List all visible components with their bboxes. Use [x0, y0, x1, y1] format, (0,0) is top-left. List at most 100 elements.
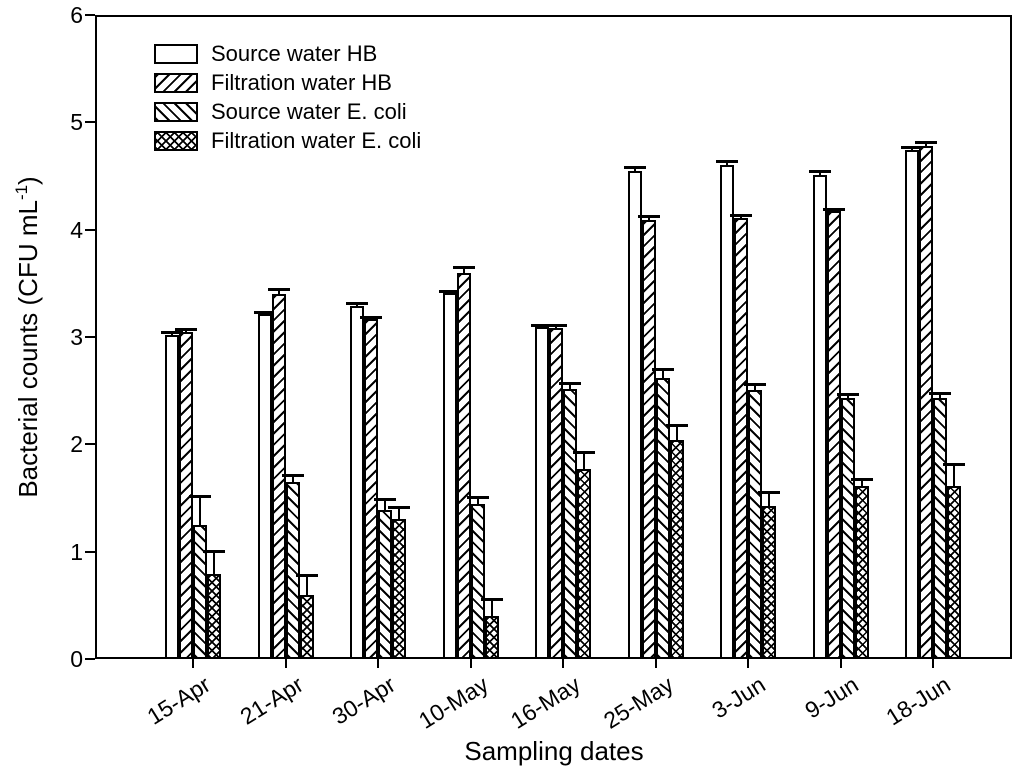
- error-bar-whisker: [953, 463, 955, 489]
- error-bar-cap: [559, 382, 581, 386]
- y-axis-tick-label: 5: [70, 109, 83, 136]
- error-bar-cap: [744, 383, 766, 387]
- legend-item-source-water-ecoli: Source water E. coli: [154, 101, 421, 123]
- error-bar-whisker: [661, 369, 664, 380]
- error-bar-whisker: [583, 451, 585, 472]
- error-bar-cap: [943, 462, 965, 466]
- x-axis-tick: [284, 659, 287, 668]
- legend-item-filtration-water-hb: Filtration water HB: [154, 72, 421, 94]
- error-bar-cap: [161, 330, 183, 334]
- legend: Source water HB Filtration water HB Sour…: [154, 41, 421, 152]
- bar-filtration-water-hb: [734, 217, 748, 659]
- bar-filtration-water-e-coli: [392, 519, 406, 659]
- error-bar-whisker: [754, 384, 756, 392]
- x-axis-tick: [562, 659, 564, 668]
- error-bar-whisker: [541, 325, 543, 330]
- bar-filtration-water-e-coli: [577, 469, 591, 659]
- error-bar-cap: [360, 315, 382, 319]
- error-bar-cap: [545, 324, 567, 328]
- bar-source-water-e-coli: [193, 524, 207, 659]
- error-bar-cap: [466, 495, 489, 499]
- y-axis-title: Bacterial counts (CFU mL-1): [12, 176, 44, 497]
- bar-source-water-e-coli: [655, 377, 670, 659]
- error-bar-cap: [651, 368, 674, 372]
- error-bar-cap: [822, 208, 845, 212]
- y-axis-tick: [85, 228, 95, 231]
- error-bar-cap: [915, 140, 937, 144]
- error-bar-cap: [573, 450, 595, 454]
- bar-filtration-water-hb: [456, 272, 471, 659]
- bar-filtration-water-e-coli: [207, 574, 221, 659]
- legend-swatch-diagonal-up-hatch-icon: [154, 73, 198, 93]
- error-bar-whisker: [675, 425, 678, 443]
- error-bar-cap: [175, 328, 197, 332]
- error-bar-whisker: [277, 288, 280, 297]
- error-bar-whisker: [305, 575, 308, 597]
- error-bar-whisker: [555, 325, 557, 331]
- x-axis-tick: [654, 659, 657, 668]
- y-axis-title-text: Bacterial counts (CFU mL: [12, 200, 43, 498]
- error-bar-cap: [929, 391, 951, 395]
- y-axis-tick: [85, 121, 95, 124]
- bar-filtration-water-hb: [364, 318, 378, 659]
- bar-source-water-e-coli: [933, 398, 947, 659]
- y-axis-tick: [85, 14, 95, 16]
- bar-filtration-water-e-coli: [484, 616, 499, 659]
- y-axis-tick-label: 0: [70, 646, 83, 672]
- legend-swatch-crosshatch-icon: [154, 131, 198, 151]
- bar-source-water-hb: [627, 170, 642, 659]
- error-bar-whisker: [448, 290, 451, 295]
- error-bar-whisker: [911, 147, 913, 153]
- error-bar-whisker: [939, 392, 941, 401]
- error-bar-whisker: [740, 214, 742, 220]
- error-bar-cap: [203, 549, 225, 553]
- error-bar-whisker: [476, 496, 479, 507]
- error-bar-whisker: [647, 215, 650, 222]
- error-bar-whisker: [398, 506, 400, 522]
- error-bar-cap: [295, 574, 318, 578]
- error-bar-whisker: [384, 499, 386, 512]
- error-bar-whisker: [291, 475, 294, 484]
- bar-filtration-water-e-coli: [854, 486, 869, 659]
- x-axis-tick: [469, 659, 472, 668]
- legend-label: Source water HB: [211, 41, 378, 66]
- error-bar-whisker: [846, 393, 849, 401]
- y-axis-tick: [85, 658, 95, 660]
- bar-filtration-water-e-coli: [299, 594, 314, 659]
- bar-source-water-e-coli: [563, 388, 577, 659]
- x-axis-title: Sampling dates: [464, 736, 644, 766]
- error-bar-whisker: [726, 160, 728, 168]
- y-axis-tick-label: 2: [70, 431, 83, 458]
- x-axis-tick: [932, 659, 934, 668]
- bar-filtration-water-hb: [641, 220, 656, 659]
- bar-source-water-hb: [165, 334, 179, 659]
- legend-item-source-water-hb: Source water HB: [154, 41, 421, 66]
- legend-item-filtration-water-ecoli: Filtration water E. coli: [154, 130, 421, 152]
- y-axis-tick: [85, 443, 95, 446]
- bar-filtration-water-e-coli: [669, 440, 684, 659]
- error-bar-cap: [758, 490, 780, 494]
- x-axis-tick: [839, 659, 842, 668]
- error-bar-cap: [730, 213, 752, 217]
- error-bar-cap: [808, 169, 831, 173]
- error-bar-whisker: [370, 316, 372, 321]
- bar-filtration-water-e-coli: [762, 505, 776, 659]
- error-bar-whisker: [818, 170, 821, 177]
- bar-source-water-hb: [905, 150, 919, 659]
- bar-source-water-hb: [350, 305, 364, 659]
- y-axis-tick: [85, 336, 95, 338]
- error-bar-whisker: [490, 598, 493, 619]
- error-bar-whisker: [768, 491, 770, 508]
- bar-source-water-hb: [442, 292, 457, 659]
- error-bar-cap: [281, 474, 304, 478]
- bar-source-water-e-coli: [748, 389, 762, 659]
- error-bar-whisker: [462, 267, 465, 275]
- error-bar-whisker: [569, 383, 571, 391]
- bar-source-water-e-coli: [285, 481, 300, 659]
- bar-source-water-hb: [720, 165, 734, 659]
- error-bar-cap: [850, 477, 873, 481]
- error-bar-cap: [346, 301, 368, 305]
- x-axis-tick: [192, 659, 194, 668]
- error-bar-cap: [901, 146, 923, 150]
